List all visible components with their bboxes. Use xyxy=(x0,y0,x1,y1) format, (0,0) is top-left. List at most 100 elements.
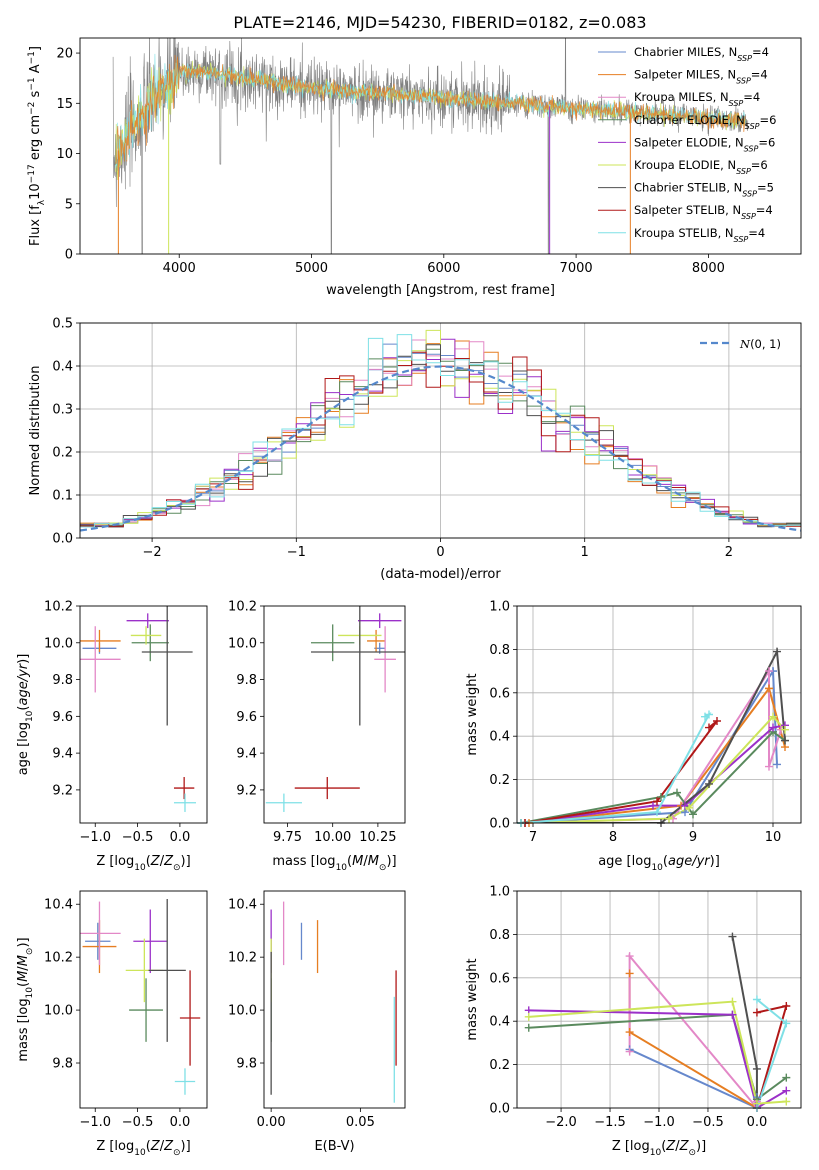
weight-marker xyxy=(782,1019,791,1028)
x-tick-label: 8 xyxy=(609,830,617,845)
label-part: / xyxy=(675,1139,680,1154)
legend-label: Chabrier MILES, NSSP=4 xyxy=(634,45,769,63)
label-part: mass weight xyxy=(465,958,480,1040)
weight-marker xyxy=(773,760,781,769)
label-part: M xyxy=(16,955,31,966)
data-point xyxy=(126,613,169,629)
model-spectrum xyxy=(115,53,746,169)
label-part: ⊙ xyxy=(173,863,181,873)
weight-marker xyxy=(625,952,634,961)
data-point xyxy=(367,629,386,652)
data-point xyxy=(174,1068,196,1095)
legend-text: N xyxy=(739,337,751,351)
legend-text: =6 xyxy=(760,113,777,127)
weight-marker xyxy=(752,1064,761,1073)
y-tick-label: 0.2 xyxy=(52,446,73,461)
label-part: age/yr xyxy=(16,662,31,705)
legend-text: Kroupa STELIB, N xyxy=(634,226,734,240)
x-axis-label: E(B-V) xyxy=(314,1139,354,1154)
label-part: ( xyxy=(16,706,31,711)
data-point xyxy=(130,626,162,645)
legend-label: Chabrier STELIB, NSSP=5 xyxy=(634,181,774,199)
legend-sub: SSP xyxy=(734,234,749,243)
weight-line xyxy=(528,1009,787,1108)
weight-marker xyxy=(685,803,693,812)
y-tick-label: 9.8 xyxy=(52,673,73,688)
x-tick-label: 10 xyxy=(765,830,782,845)
data-point xyxy=(311,624,355,662)
y-tick-label: 9.2 xyxy=(52,783,73,798)
weight-marker xyxy=(728,932,737,941)
weight-line xyxy=(521,648,786,823)
axes-frame xyxy=(79,322,802,539)
label-part: Z xyxy=(679,1139,690,1154)
label-part: Z xyxy=(665,1139,676,1154)
axes-frame xyxy=(516,890,802,1109)
x-axis-label: Z [log10(Z/Z⊙)] xyxy=(612,1139,706,1158)
data-point xyxy=(148,898,186,1042)
y-tick-label: 0.0 xyxy=(489,817,510,832)
x-tick-label: 5000 xyxy=(295,261,328,276)
panel-residuals: −2 −1 0 1 2 0.0 0.1 0.2 0.3 0.4 0.5 N(0, 1) (data-mo… xyxy=(28,317,802,582)
legend-sub: SSP xyxy=(742,189,757,198)
axes-frame xyxy=(79,890,208,1109)
label-part: Z [log xyxy=(96,854,134,869)
weight-marker xyxy=(649,801,657,810)
legend-text: =6 xyxy=(758,135,775,149)
y-tick-label: 0.2 xyxy=(489,1058,510,1073)
label-part: Z xyxy=(163,854,174,869)
data-point xyxy=(265,793,302,812)
x-tick-label: −0.5 xyxy=(692,1115,724,1130)
weight-marker xyxy=(701,712,709,721)
label-part: ( xyxy=(663,854,668,869)
weight-marker xyxy=(625,969,634,978)
label-part: −1 xyxy=(27,77,37,90)
y-tick-label: 1.0 xyxy=(489,600,510,615)
histogram-kroupa-stelib xyxy=(80,334,801,528)
y-tick-label: 9.6 xyxy=(236,710,257,725)
x-tick-label: −1 xyxy=(287,545,306,560)
y-tick-label: 0.4 xyxy=(489,730,510,745)
label-part: Z [log xyxy=(96,1139,134,1154)
plot-area xyxy=(520,648,786,823)
y-tick-label: 9.2 xyxy=(236,783,257,798)
label-part: / xyxy=(16,966,31,971)
weight-marker xyxy=(752,995,761,1004)
y-tick-label: 9.4 xyxy=(236,747,257,762)
label-part: / xyxy=(160,1139,165,1154)
legend: Chabrier MILES, NSSP=4 Salpeter MILES, N S… xyxy=(598,45,776,243)
weight-marker xyxy=(781,736,789,745)
data-point xyxy=(294,777,360,800)
label-part: ( xyxy=(347,854,352,869)
legend-label: N(0, 1) xyxy=(739,337,781,351)
y-tick-label: 10.0 xyxy=(44,1004,73,1019)
legend-sub: SSP xyxy=(729,99,744,108)
label-part: / xyxy=(160,854,165,869)
label-part: erg cm xyxy=(28,115,43,164)
label-part: E(B-V) xyxy=(314,1139,354,1154)
normal-curve xyxy=(80,365,801,532)
legend-text: Salpeter MILES, N xyxy=(634,68,736,82)
y-tick-label: 10.0 xyxy=(228,1004,257,1019)
weight-marker xyxy=(673,788,681,797)
y-tick-label: 9.6 xyxy=(52,710,73,725)
legend-text: =4 xyxy=(743,90,760,104)
axes-frame xyxy=(516,605,802,824)
x-tick-label: 6000 xyxy=(427,261,460,276)
x-tick-label: −2 xyxy=(143,545,162,560)
weight-marker xyxy=(653,797,661,806)
weight-marker xyxy=(728,997,737,1006)
plot-area xyxy=(528,936,788,1108)
legend-sub: SSP xyxy=(745,121,760,130)
label-part: s xyxy=(28,90,43,101)
y-tick-label: 10.0 xyxy=(44,636,73,651)
y-tick-label: 9.8 xyxy=(236,673,257,688)
data-point xyxy=(131,624,169,662)
y-tick-label: 10.4 xyxy=(228,898,257,913)
data-point xyxy=(173,793,196,812)
label-part: )] xyxy=(696,1139,706,1154)
axes-frame xyxy=(263,605,406,824)
label-part: Z xyxy=(150,854,161,869)
data-point xyxy=(311,606,405,726)
